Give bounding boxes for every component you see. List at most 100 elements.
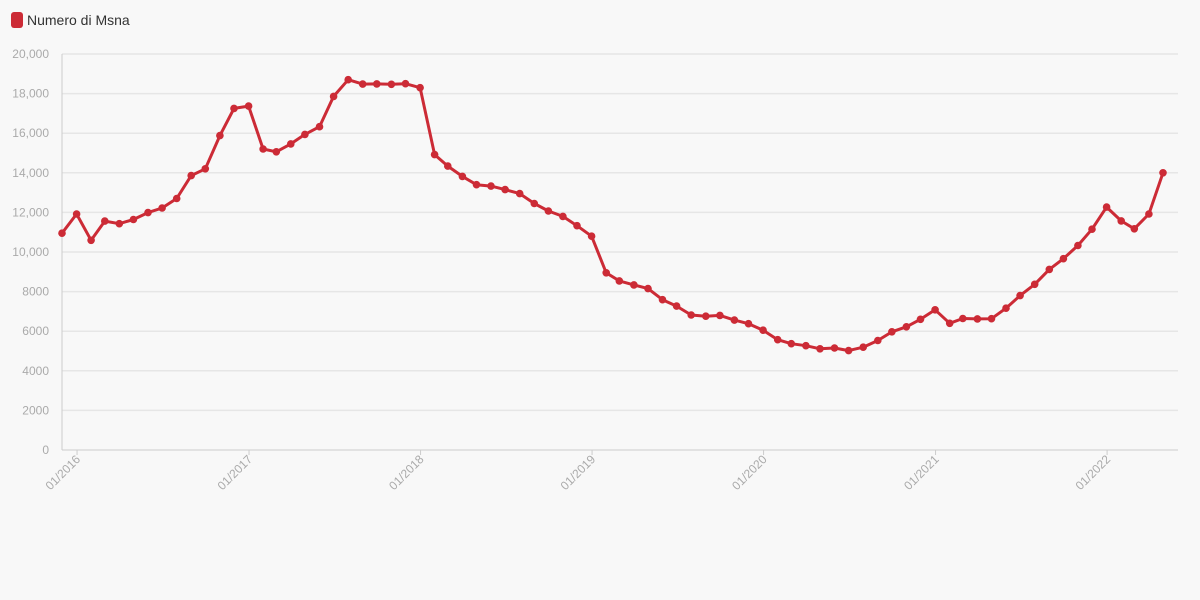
- y-tick-label: 4000: [22, 364, 49, 378]
- data-point[interactable]: [358, 80, 367, 88]
- data-point[interactable]: [945, 319, 954, 328]
- data-point[interactable]: [1045, 265, 1054, 274]
- data-point[interactable]: [687, 311, 695, 319]
- data-point[interactable]: [787, 339, 796, 348]
- data-point[interactable]: [1002, 304, 1010, 313]
- y-tick-label: 14,000: [12, 166, 49, 180]
- y-tick-label: 16,000: [12, 126, 49, 140]
- data-point[interactable]: [387, 80, 396, 89]
- x-tick-label: 01/2020: [729, 452, 770, 493]
- data-point[interactable]: [1145, 210, 1153, 218]
- data-point[interactable]: [115, 219, 124, 228]
- data-point[interactable]: [802, 341, 810, 350]
- y-tick-label: 2000: [22, 403, 49, 417]
- x-tick-label: 01/2022: [1073, 452, 1114, 493]
- data-point[interactable]: [830, 344, 839, 352]
- y-tick-label: 6000: [22, 324, 49, 338]
- data-point[interactable]: [515, 189, 524, 198]
- data-point[interactable]: [401, 79, 410, 88]
- data-point[interactable]: [916, 315, 925, 324]
- data-point[interactable]: [1130, 225, 1139, 233]
- data-point[interactable]: [72, 210, 81, 218]
- data-point[interactable]: [187, 171, 195, 180]
- data-point[interactable]: [158, 204, 166, 212]
- data-point[interactable]: [501, 185, 509, 194]
- data-point[interactable]: [230, 104, 238, 113]
- data-point[interactable]: [144, 208, 152, 217]
- data-point[interactable]: [472, 180, 481, 189]
- data-point[interactable]: [902, 323, 911, 331]
- data-point[interactable]: [759, 326, 767, 335]
- data-point[interactable]: [888, 328, 896, 336]
- data-point[interactable]: [587, 232, 596, 240]
- y-tick-label: 10,000: [12, 245, 49, 259]
- data-point[interactable]: [658, 295, 667, 304]
- data-point[interactable]: [272, 148, 281, 156]
- data-point[interactable]: [201, 165, 210, 173]
- data-point[interactable]: [730, 316, 739, 324]
- data-point[interactable]: [1074, 241, 1082, 250]
- data-point[interactable]: [544, 207, 553, 215]
- data-point[interactable]: [1030, 280, 1039, 289]
- data-point[interactable]: [487, 182, 495, 190]
- data-point[interactable]: [416, 83, 424, 92]
- data-point[interactable]: [615, 277, 624, 285]
- data-point[interactable]: [573, 221, 581, 230]
- series-line: [60, 78, 1165, 353]
- data-point[interactable]: [959, 314, 967, 323]
- x-tick-label: 01/2016: [43, 452, 84, 493]
- data-point[interactable]: [672, 302, 681, 310]
- data-point[interactable]: [1102, 203, 1111, 211]
- y-tick-label: 18,000: [12, 87, 49, 101]
- data-point[interactable]: [859, 343, 867, 352]
- data-point[interactable]: [458, 172, 467, 181]
- data-point[interactable]: [329, 92, 338, 101]
- data-point[interactable]: [630, 281, 638, 289]
- x-tick-label: 01/2021: [901, 452, 942, 493]
- data-point[interactable]: [530, 199, 539, 208]
- data-point[interactable]: [744, 319, 753, 328]
- data-point[interactable]: [973, 315, 982, 323]
- data-point[interactable]: [773, 335, 782, 344]
- legend-label: Numero di Msna: [27, 12, 130, 28]
- data-point[interactable]: [344, 75, 353, 84]
- y-tick-label: 12,000: [12, 205, 49, 219]
- data-point[interactable]: [1159, 169, 1167, 177]
- y-tick-label: 20,000: [12, 47, 49, 61]
- data-point[interactable]: [87, 236, 95, 245]
- data-point[interactable]: [430, 150, 439, 159]
- data-point[interactable]: [58, 229, 66, 237]
- data-point[interactable]: [874, 336, 882, 345]
- data-point[interactable]: [931, 306, 939, 314]
- y-axis-ticks: 0 2000 4000 6000 8000 10,000 12,000 14,000 16,00…: [12, 47, 49, 457]
- data-point[interactable]: [287, 140, 295, 148]
- data-point[interactable]: [444, 162, 452, 170]
- data-point[interactable]: [559, 212, 567, 221]
- data-point[interactable]: [816, 345, 824, 353]
- data-point[interactable]: [301, 130, 309, 139]
- x-tick-label: 01/2019: [558, 452, 599, 493]
- data-point[interactable]: [373, 80, 381, 88]
- data-point[interactable]: [1016, 291, 1024, 300]
- data-point[interactable]: [602, 269, 610, 277]
- data-point[interactable]: [244, 102, 253, 110]
- data-point[interactable]: [716, 311, 724, 320]
- data-point[interactable]: [844, 346, 853, 355]
- data-point[interactable]: [101, 217, 109, 225]
- data-point[interactable]: [644, 284, 652, 293]
- data-point[interactable]: [129, 215, 138, 224]
- y-tick-label: 8000: [22, 285, 49, 299]
- data-point[interactable]: [702, 312, 710, 321]
- data-point[interactable]: [216, 131, 224, 140]
- data-point[interactable]: [315, 122, 324, 131]
- legend[interactable]: Numero di Msna: [11, 12, 130, 28]
- data-point[interactable]: [987, 314, 996, 323]
- data-point[interactable]: [259, 145, 267, 153]
- data-point[interactable]: [1059, 254, 1068, 263]
- data-point[interactable]: [1088, 225, 1096, 233]
- data-point[interactable]: [172, 194, 181, 203]
- series-layer: [58, 75, 1167, 355]
- data-point[interactable]: [1117, 217, 1125, 225]
